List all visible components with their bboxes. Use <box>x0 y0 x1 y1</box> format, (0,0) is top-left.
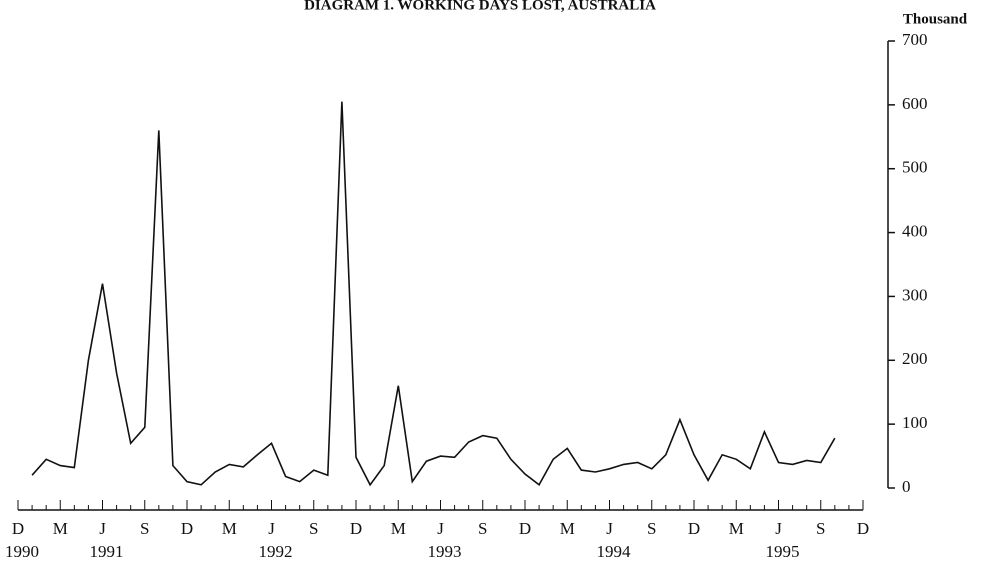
y-tick-label: 100 <box>902 413 928 432</box>
y-tick-label: 500 <box>902 158 928 177</box>
x-tick-label: M <box>222 519 237 538</box>
x-tick-label: M <box>729 519 744 538</box>
x-tick-label: S <box>309 519 318 538</box>
y-tick-label: 0 <box>902 477 911 496</box>
x-tick-label: J <box>99 519 106 538</box>
year-label: 1994 <box>597 542 632 561</box>
x-tick-label: S <box>478 519 487 538</box>
year-label: 1993 <box>428 542 462 561</box>
x-tick-label: D <box>688 519 700 538</box>
x-tick-label: D <box>857 519 869 538</box>
y-tick-label: 700 <box>902 30 928 49</box>
x-tick-label: M <box>391 519 406 538</box>
year-label: 1991 <box>90 542 124 561</box>
year-label: 1990 <box>5 542 39 561</box>
x-tick-label: M <box>560 519 575 538</box>
x-tick-label: J <box>268 519 275 538</box>
data-line <box>31 101 836 487</box>
x-tick-label: J <box>775 519 782 538</box>
x-tick-label: S <box>140 519 149 538</box>
x-tick-label: J <box>437 519 444 538</box>
y-tick-label: 400 <box>902 221 928 240</box>
y-tick-label: 600 <box>902 94 928 113</box>
y-tick-label: 200 <box>902 349 928 368</box>
x-tick-label: S <box>816 519 825 538</box>
x-tick-label: D <box>519 519 531 538</box>
x-tick-label: M <box>53 519 68 538</box>
x-tick-label: J <box>606 519 613 538</box>
chart-title: DIAGRAM 1. WORKING DAYS LOST, AUSTRALIA <box>304 0 656 13</box>
x-tick-label: D <box>181 519 193 538</box>
x-tick-label: D <box>350 519 362 538</box>
year-label: 1992 <box>259 542 293 561</box>
year-label: 1995 <box>766 542 800 561</box>
x-tick-label: D <box>12 519 24 538</box>
y-tick-label: 300 <box>902 285 928 304</box>
x-tick-label: S <box>647 519 656 538</box>
y-axis-label: Thousand <box>903 11 968 27</box>
